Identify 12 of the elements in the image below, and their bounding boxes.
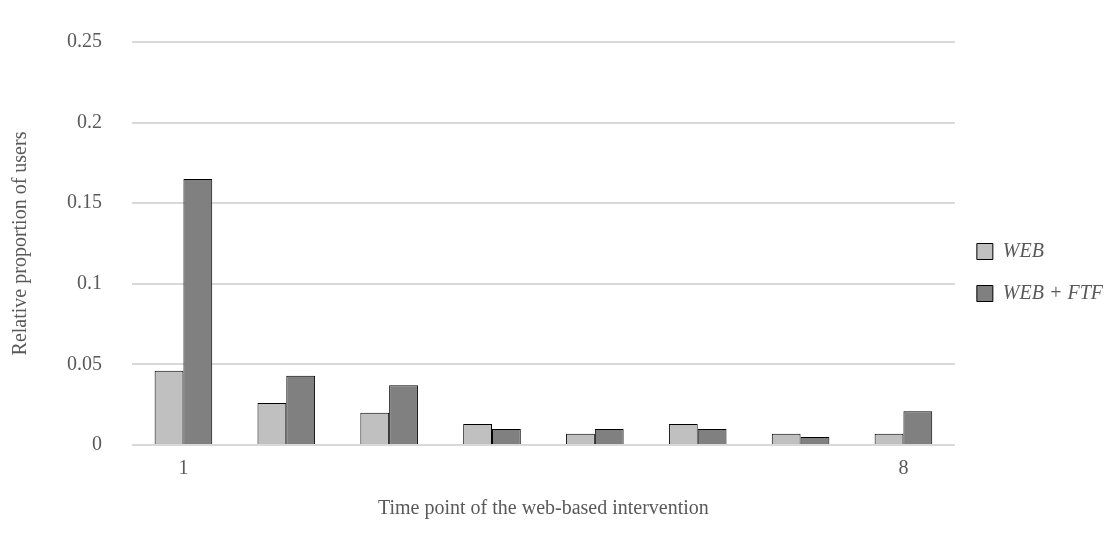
legend-label: WEB xyxy=(1002,238,1044,261)
y-tick-label: 0 xyxy=(92,432,102,455)
y-tick-label: 0.25 xyxy=(67,29,102,52)
y-tick-label: 0.15 xyxy=(67,190,102,213)
y-tick-label: 0.05 xyxy=(67,351,102,374)
y-tick-label: 0.2 xyxy=(77,109,102,132)
x-tick-label: 1 xyxy=(178,456,189,479)
x-axis-title: Time point of the web-based intervention xyxy=(377,496,709,520)
y-tick-label: 0.1 xyxy=(77,271,102,294)
legend-label: WEB + FTF xyxy=(1002,280,1104,303)
x-tick-label: 8 xyxy=(898,456,909,479)
y-axis-title: Relative proportion of users xyxy=(8,131,32,356)
